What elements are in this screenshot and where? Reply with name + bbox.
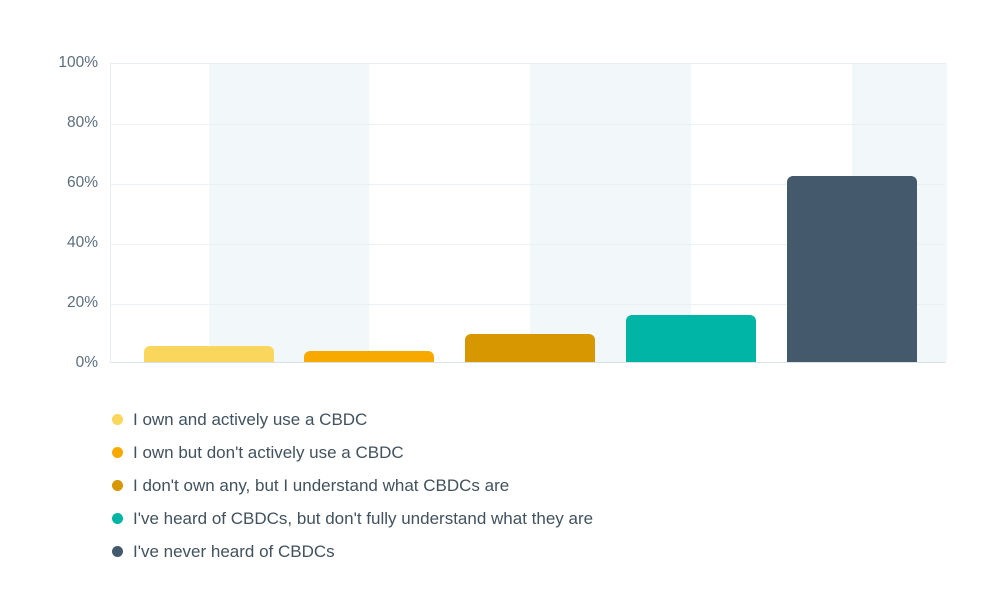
y-axis-label-20pct: 20% xyxy=(66,294,98,311)
legend-item-5[interactable]: I've never heard of CBDCs xyxy=(112,535,593,568)
legend-dot-icon xyxy=(112,480,123,491)
legend-item-label: I've heard of CBDCs, but don't fully und… xyxy=(133,508,594,528)
y-axis-label-100pct: 100% xyxy=(58,54,98,71)
bar-2[interactable] xyxy=(304,351,435,362)
plot-background-stripe xyxy=(208,64,370,362)
legend-item-label: I own and actively use a CBDC xyxy=(133,409,368,429)
chart-legend: I own and actively use a CBDC I own but d… xyxy=(112,403,593,568)
y-axis-label-0pct: 0% xyxy=(75,354,98,371)
bar-5[interactable] xyxy=(787,176,918,362)
plot-background-stripe xyxy=(530,64,692,362)
legend-dot-icon xyxy=(112,546,123,557)
legend-item-4[interactable]: I've heard of CBDCs, but don't fully und… xyxy=(112,502,593,535)
gridline-80pct xyxy=(111,124,945,125)
legend-dot-icon xyxy=(112,513,123,524)
gridline-20pct xyxy=(111,304,945,305)
legend-item-1[interactable]: I own and actively use a CBDC xyxy=(112,403,593,436)
y-axis-label-60pct: 60% xyxy=(66,174,98,191)
gridline-60pct xyxy=(111,184,945,185)
legend-item-2[interactable]: I own but don't actively use a CBDC xyxy=(112,436,593,469)
gridline-40pct xyxy=(111,244,945,245)
legend-item-3[interactable]: I don't own any, but I understand what C… xyxy=(112,469,593,502)
y-axis-label-80pct: 80% xyxy=(66,114,98,131)
legend-dot-icon xyxy=(112,447,123,458)
plot-area xyxy=(110,63,947,363)
legend-item-label: I've never heard of CBDCs xyxy=(133,541,335,561)
bar-3[interactable] xyxy=(465,334,596,362)
bar-4[interactable] xyxy=(626,315,757,362)
legend-item-label: I don't own any, but I understand what C… xyxy=(133,475,510,495)
y-axis-label-40pct: 40% xyxy=(66,234,98,251)
legend-item-label: I own but don't actively use a CBDC xyxy=(133,442,404,462)
legend-dot-icon xyxy=(112,414,123,425)
bar-1[interactable] xyxy=(143,346,274,362)
